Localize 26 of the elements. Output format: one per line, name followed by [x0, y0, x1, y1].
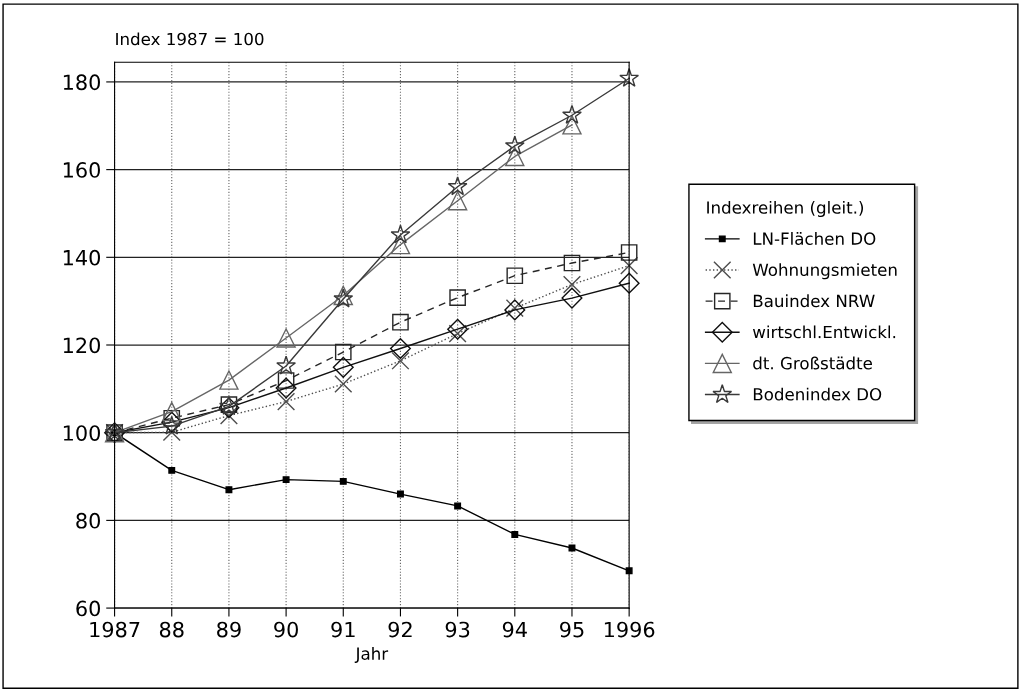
x-tick-label: 92 [388, 621, 412, 638]
x-tick-label: 95 [560, 621, 584, 638]
x-tick-label: 89 [217, 621, 241, 638]
x-tick-label: 88 [159, 621, 184, 638]
legend-label: Bodenindex DO [753, 387, 882, 401]
y-axis-title: Index 1987 = 100 [116, 32, 264, 46]
legend-label: wirtschl.Entwickl. [752, 325, 896, 339]
x-tick-label: 90 [274, 621, 298, 638]
legend-label: Wohnungsmieten [752, 263, 897, 280]
x-tick-label: 94 [502, 621, 527, 638]
y-tick-label: 100 [63, 425, 100, 441]
y-tick-label: 60 [76, 600, 100, 617]
legend-label: Bauindex NRW [753, 294, 875, 308]
x-tick-label: 1987 [90, 621, 140, 638]
x-tick-label: 93 [445, 621, 470, 638]
x-tick-label: 91 [331, 621, 355, 638]
y-tick-label: 120 [63, 337, 100, 354]
legend-label: LN-Flächen DO [753, 232, 876, 245]
y-tick-label: 140 [63, 249, 100, 266]
y-tick-label: 160 [63, 162, 100, 178]
x-axis-title: Jahr [354, 646, 389, 663]
legend-title: Indexreihen (gleit.) [707, 200, 864, 218]
y-tick-label: 80 [76, 512, 100, 529]
legend-label: dt. Großstädte [753, 356, 872, 370]
x-tick-label: 1996 [604, 621, 655, 638]
y-tick-label: 180 [63, 74, 100, 91]
